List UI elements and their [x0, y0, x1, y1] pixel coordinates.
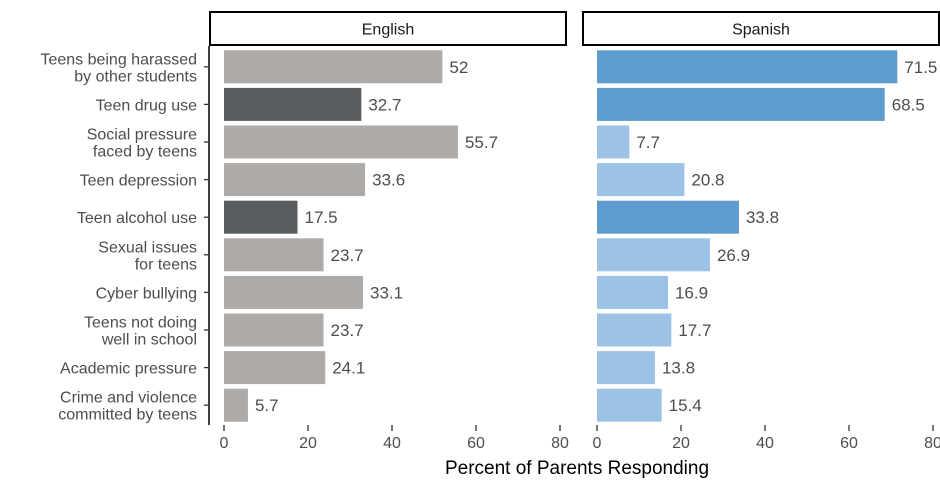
category-label: Academic pressure — [60, 361, 197, 378]
panel-spanish: Spanish 71.5 68.5 7.7 20.8 33.8 26.9 16.9 17.7 13… — [582, 11, 940, 452]
bar — [224, 163, 366, 197]
bar-value-label: 5.7 — [255, 396, 279, 415]
bar-value-label: 15.4 — [669, 396, 702, 415]
x-tick-label: 60 — [467, 435, 485, 452]
panels-layer: English 52 32.7 55.7 33.6 17.5 23.7 33.1 23.7 24.… — [209, 11, 940, 452]
category-label: Sexual issues — [98, 239, 197, 256]
facet-label: Spanish — [732, 22, 790, 39]
panel-english: English 52 32.7 55.7 33.6 17.5 23.7 33.1 23.7 24.… — [209, 11, 569, 452]
category-label: Cyber bullying — [96, 285, 197, 302]
bar-value-label: 16.9 — [675, 283, 708, 302]
category-label: faced by teens — [93, 144, 197, 161]
facet-strip-english — [209, 11, 567, 46]
bar-value-label: 17.5 — [305, 208, 338, 227]
category-label: Teen depression — [80, 173, 197, 190]
x-tick-label: 80 — [551, 435, 569, 452]
bar — [597, 275, 668, 309]
bar — [597, 50, 898, 84]
bar-value-label: 32.7 — [368, 95, 401, 114]
facet-strip-spanish — [582, 11, 940, 46]
category-label: Teen drug use — [96, 97, 198, 114]
bar — [224, 50, 443, 84]
bar-value-label: 52 — [449, 58, 468, 77]
category-label: Social pressure — [87, 127, 197, 144]
x-tick-label: 0 — [593, 435, 602, 452]
bar — [597, 200, 739, 234]
x-tick-label: 80 — [924, 435, 940, 452]
category-label: well in school — [101, 332, 197, 349]
bar-value-label: 68.5 — [892, 95, 925, 114]
x-tick-label: 0 — [220, 435, 229, 452]
bar-value-label: 20.8 — [691, 171, 724, 190]
bar — [597, 388, 662, 422]
bar — [597, 163, 685, 197]
bar-value-label: 26.9 — [717, 246, 750, 265]
bar — [224, 275, 364, 309]
bar — [597, 351, 655, 385]
bar-value-label: 33.6 — [372, 171, 405, 190]
category-label: committed by teens — [58, 407, 197, 424]
category-label: for teens — [135, 256, 197, 273]
bar — [224, 125, 458, 159]
x-tick-label: 40 — [756, 435, 774, 452]
category-label: Teens not doing — [84, 315, 197, 332]
bar — [224, 351, 326, 385]
x-tick-label: 20 — [299, 435, 317, 452]
x-tick-label: 40 — [383, 435, 401, 452]
bar-value-label: 17.7 — [678, 321, 711, 340]
bar — [597, 313, 672, 347]
category-label: Crime and violence — [60, 390, 197, 407]
x-tick-label: 60 — [840, 435, 858, 452]
bar-value-label: 55.7 — [465, 133, 498, 152]
bar-value-label: 13.8 — [662, 359, 695, 378]
bar — [224, 200, 298, 234]
bar — [224, 87, 362, 121]
category-label: by other students — [74, 68, 197, 85]
bar — [597, 238, 710, 272]
bar-value-label: 23.7 — [331, 321, 364, 340]
bar-value-label: 24.1 — [332, 359, 365, 378]
bar-value-label: 7.7 — [636, 133, 660, 152]
bar — [224, 238, 324, 272]
bar-value-label: 71.5 — [904, 58, 937, 77]
bar-value-label: 23.7 — [331, 246, 364, 265]
bar-value-label: 33.1 — [370, 283, 403, 302]
bar-value-label: 33.8 — [746, 208, 779, 227]
x-axis-title: Percent of Parents Responding — [445, 458, 709, 479]
bar — [224, 388, 248, 422]
x-tick-label: 20 — [672, 435, 690, 452]
category-label: Teens being harassed — [40, 51, 197, 68]
facet-label: English — [362, 22, 414, 39]
bar — [597, 125, 630, 159]
bar — [224, 313, 324, 347]
bar — [597, 87, 885, 121]
category-label: Teen alcohol use — [77, 210, 197, 227]
